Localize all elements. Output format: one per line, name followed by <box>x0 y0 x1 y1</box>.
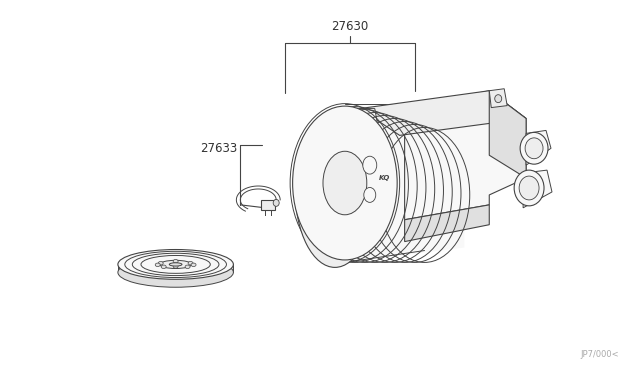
Ellipse shape <box>156 263 160 267</box>
Text: 27630: 27630 <box>332 20 369 33</box>
Ellipse shape <box>173 264 178 268</box>
Ellipse shape <box>118 257 234 287</box>
Polygon shape <box>335 104 454 267</box>
Polygon shape <box>345 104 465 262</box>
Ellipse shape <box>188 262 193 265</box>
Ellipse shape <box>173 260 178 263</box>
Ellipse shape <box>364 187 376 202</box>
Ellipse shape <box>295 113 375 267</box>
Text: 27633: 27633 <box>200 142 238 155</box>
Ellipse shape <box>525 138 543 159</box>
Polygon shape <box>404 91 526 220</box>
Ellipse shape <box>161 265 166 269</box>
Ellipse shape <box>514 170 544 206</box>
Polygon shape <box>360 91 526 135</box>
Ellipse shape <box>363 156 377 174</box>
Polygon shape <box>523 170 552 208</box>
Polygon shape <box>489 89 507 108</box>
Ellipse shape <box>160 260 191 269</box>
Ellipse shape <box>362 115 370 125</box>
Ellipse shape <box>118 250 234 279</box>
Ellipse shape <box>519 176 539 200</box>
Text: JP7/000<: JP7/000< <box>580 350 619 359</box>
Ellipse shape <box>191 263 196 267</box>
Ellipse shape <box>158 262 163 265</box>
Ellipse shape <box>520 132 548 164</box>
Polygon shape <box>526 131 551 165</box>
Ellipse shape <box>169 263 182 266</box>
Ellipse shape <box>495 95 502 103</box>
Ellipse shape <box>273 199 279 206</box>
Ellipse shape <box>292 106 397 260</box>
Ellipse shape <box>185 265 190 269</box>
FancyBboxPatch shape <box>261 200 275 210</box>
Ellipse shape <box>323 151 367 215</box>
Polygon shape <box>355 109 378 131</box>
Polygon shape <box>489 91 526 178</box>
Text: KQ: KQ <box>379 175 390 181</box>
Polygon shape <box>118 264 234 272</box>
Polygon shape <box>404 205 489 241</box>
